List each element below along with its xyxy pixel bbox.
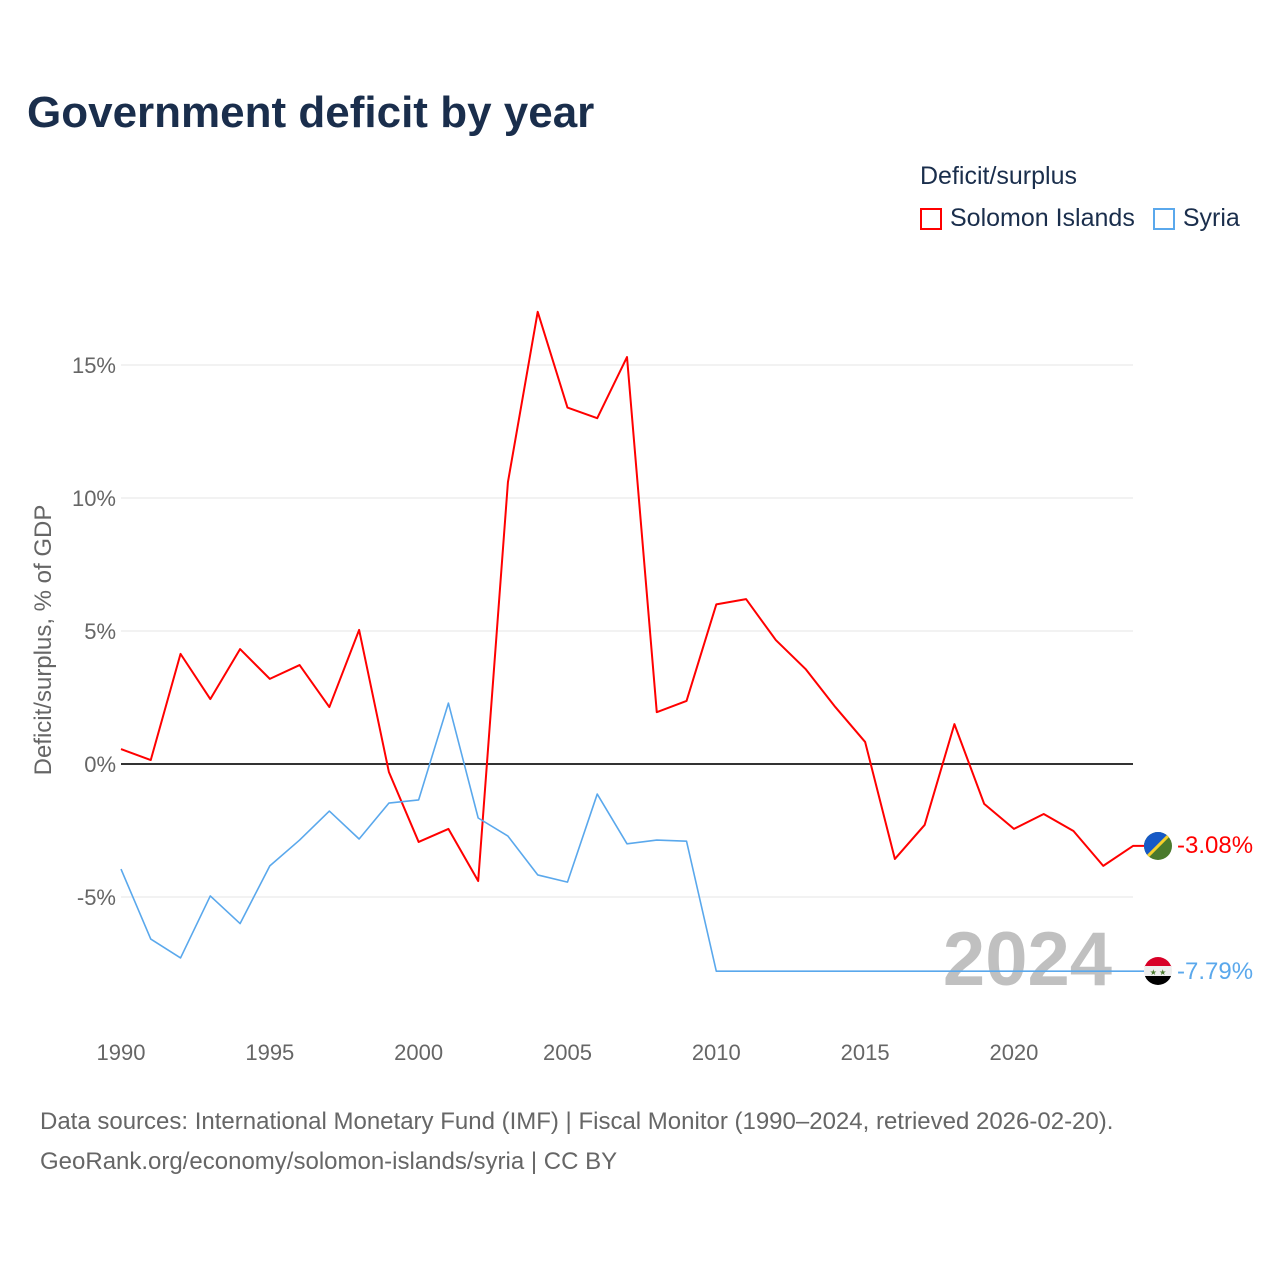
syria-flag-icon: ★ ★ bbox=[1144, 957, 1172, 985]
legend-swatch-syria bbox=[1152, 207, 1175, 230]
y-axis-label: Deficit/surplus, % of GDP bbox=[30, 505, 57, 776]
syria-end-label: -7.79% bbox=[1177, 958, 1253, 985]
legend: Solomon Islands Syria bbox=[920, 204, 1240, 233]
y-tick-label: 15% bbox=[72, 353, 116, 378]
solomon-end-label: -3.08% bbox=[1177, 832, 1253, 859]
x-tick-label: 2000 bbox=[394, 1040, 443, 1065]
series-line-solomon-islands bbox=[120, 310, 1144, 883]
svg-text:★ ★: ★ ★ bbox=[1150, 968, 1167, 977]
x-tick-label: 2015 bbox=[841, 1040, 890, 1065]
year-watermark: 2024 bbox=[943, 917, 1112, 1002]
chart-title: Government deficit by year bbox=[27, 88, 595, 137]
y-tick-label: -5% bbox=[77, 885, 116, 910]
x-tick-label: 2005 bbox=[543, 1040, 592, 1065]
source-line-2[interactable]: GeoRank.org/economy/solomon-islands/syri… bbox=[40, 1148, 618, 1175]
x-tick-label: 1995 bbox=[245, 1040, 294, 1065]
x-tick-label: 2020 bbox=[989, 1040, 1038, 1065]
legend-label-solomon: Solomon Islands bbox=[950, 204, 1135, 232]
legend-swatch-solomon bbox=[920, 207, 942, 230]
legend-title: Deficit/surplus bbox=[920, 162, 1077, 190]
y-tick-label: 0% bbox=[84, 752, 116, 777]
x-tick-label: 2010 bbox=[692, 1040, 741, 1065]
solomon-flag-icon bbox=[1144, 832, 1172, 860]
series-line-syria bbox=[120, 702, 1144, 973]
y-tick-label: 5% bbox=[84, 619, 116, 644]
source-line-1: Data sources: International Monetary Fun… bbox=[40, 1108, 1114, 1135]
legend-label-syria: Syria bbox=[1182, 204, 1240, 232]
y-tick-label: 10% bbox=[72, 486, 116, 511]
x-tick-label: 1990 bbox=[97, 1040, 146, 1065]
